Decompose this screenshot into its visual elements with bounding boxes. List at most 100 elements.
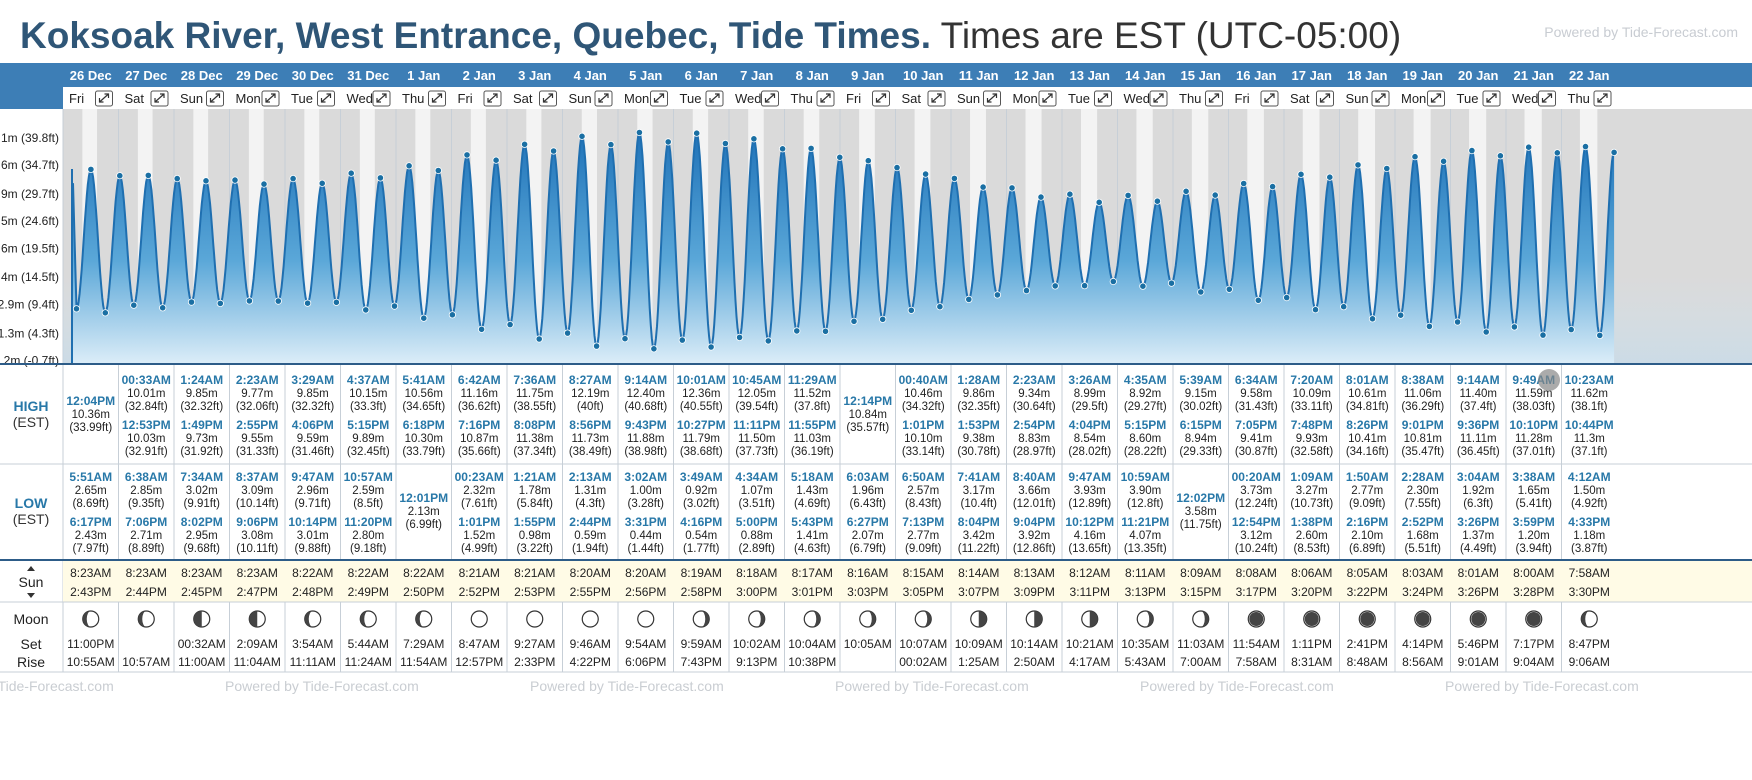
moonrise-time: 2:50AM (1014, 655, 1055, 669)
tide-extremum-marker (448, 311, 456, 319)
date-label: 28 Dec (181, 68, 223, 83)
sunset-time: 3:13PM (1125, 585, 1166, 599)
expand-day-icon[interactable] (872, 90, 890, 107)
high-tide-height-ft: (32.32ft) (291, 401, 334, 413)
low-tide-height-m: 3.27m (1296, 485, 1328, 497)
low-tide-height-m: 1.50m (1573, 485, 1605, 497)
expand-day-icon[interactable] (95, 90, 113, 107)
expand-day-icon[interactable] (1427, 90, 1445, 107)
moonrise-time: 4:17AM (1069, 655, 1110, 669)
expand-day-icon[interactable] (761, 90, 779, 107)
moonrise-time: 7:00AM (1180, 655, 1221, 669)
tide-extremum-marker (1081, 282, 1089, 290)
expand-day-icon[interactable] (816, 90, 835, 107)
high-tide-height-m: 10.10m (904, 433, 942, 445)
tide-extremum-marker (332, 298, 340, 306)
high-tide-height-ft: (30.78ft) (957, 446, 1000, 458)
date-label: 2 Jan (463, 68, 496, 83)
expand-day-icon[interactable] (1260, 90, 1279, 107)
tide-extremum-marker (578, 132, 586, 140)
moon-disc (581, 610, 599, 628)
expand-day-icon[interactable] (1038, 90, 1057, 107)
low-tide-height-ft: (6.89ft) (1349, 543, 1386, 555)
weekday-label: Mon (624, 91, 649, 106)
date-label: 27 Dec (125, 68, 167, 83)
expand-day-icon[interactable] (1593, 90, 1612, 107)
high-tide-time: 00:40AM (899, 373, 948, 387)
expand-day-icon[interactable] (1149, 90, 1168, 107)
expand-day-icon[interactable] (539, 90, 557, 107)
sunset-time: 3:01PM (792, 585, 833, 599)
low-tide-time: 6:03AM (846, 470, 889, 484)
tide-extremum-marker (607, 141, 615, 149)
moon-shadow (193, 611, 202, 627)
sunrise-time: 8:20AM (570, 566, 611, 580)
high-tide-height-ft: (32.58ft) (1290, 446, 1333, 458)
date-label: 9 Jan (851, 68, 884, 83)
low-tide-time: 4:16PM (680, 515, 722, 529)
low-tide-height-ft: (8.5ft) (353, 498, 383, 510)
low-tide-height-m: 3.66m (1018, 485, 1050, 497)
sunset-time: 2:50PM (403, 585, 444, 599)
sunset-arrow-icon (27, 593, 35, 598)
expand-day-icon[interactable] (1371, 90, 1390, 107)
expand-day-icon[interactable] (206, 90, 224, 107)
high-tide-height-m: 8.99m (1074, 388, 1106, 400)
high-tide-time: 4:35AM (1124, 373, 1167, 387)
high-tide-time: 8:08PM (514, 418, 556, 432)
expand-day-icon[interactable] (1205, 90, 1223, 107)
moon-phase-icon (359, 610, 377, 628)
weekday-label: Sun (1346, 91, 1369, 106)
low-tide-height-m: 2.65m (75, 485, 107, 497)
sunset-time: 2:58PM (681, 585, 722, 599)
expand-day-icon[interactable] (594, 90, 613, 107)
moonset-time: 10:05AM (844, 637, 892, 651)
high-tide-time: 1:49PM (181, 418, 223, 432)
moon-shadow (138, 611, 147, 627)
expand-day-icon[interactable] (1482, 90, 1501, 107)
low-tide-time: 3:49AM (680, 470, 723, 484)
high-tide-height-m: 9.89m (352, 433, 384, 445)
tide-extremum-marker (549, 147, 558, 155)
expand-day-icon[interactable] (1094, 90, 1112, 107)
sunrise-time: 8:16AM (847, 566, 888, 580)
sunrise-time: 8:21AM (459, 566, 500, 580)
expand-day-icon[interactable] (650, 90, 668, 107)
expand-day-icon[interactable] (317, 90, 335, 107)
low-tide-time: 3:38AM (1512, 470, 1555, 484)
scroll-right-button[interactable] (1538, 369, 1560, 391)
high-tide-time: 12:14PM (843, 394, 892, 408)
expand-day-icon[interactable] (483, 90, 502, 107)
expand-day-icon[interactable] (428, 90, 446, 107)
moon-phase-icon (1136, 610, 1154, 628)
expand-day-icon[interactable] (927, 90, 946, 107)
low-tide-time: 6:50AM (902, 470, 945, 484)
high-tide-height-m: 9.58m (1240, 388, 1272, 400)
high-tide-height-ft: (33.99ft) (69, 422, 112, 434)
sunset-time: 2:56PM (625, 585, 666, 599)
expand-day-icon[interactable] (150, 90, 169, 107)
expand-day-icon[interactable] (705, 90, 724, 107)
tide-extremum-marker (303, 299, 312, 307)
moon-phase-icon (692, 610, 710, 628)
expand-day-icon[interactable] (372, 90, 391, 107)
sunset-time: 2:53PM (514, 585, 555, 599)
high-tide-time: 10:23AM (1565, 373, 1614, 387)
expand-day-icon[interactable] (1316, 90, 1334, 107)
high-tide-height-m: 11.16m (460, 388, 498, 400)
expand-day-icon[interactable] (261, 90, 280, 107)
low-tide-height-m: 1.43m (796, 485, 828, 497)
moonset-time: 2:41PM (1347, 637, 1388, 651)
tide-extremum-marker (1254, 296, 1262, 304)
moon-shadow (701, 611, 710, 627)
high-tide-height-ft: (29.33ft) (1179, 446, 1222, 458)
expand-day-icon-glyph (320, 93, 332, 103)
moon-shadow (812, 611, 821, 627)
expand-day-icon[interactable] (1538, 90, 1556, 107)
low-tide-height-ft: (8.53ft) (1294, 543, 1331, 555)
expand-day-icon[interactable] (983, 90, 1001, 107)
moonset-time: 10:07AM (899, 637, 947, 651)
y-tick-label: 12.1m (39.8ft) (0, 131, 59, 145)
tide-extremum-marker (836, 153, 844, 161)
